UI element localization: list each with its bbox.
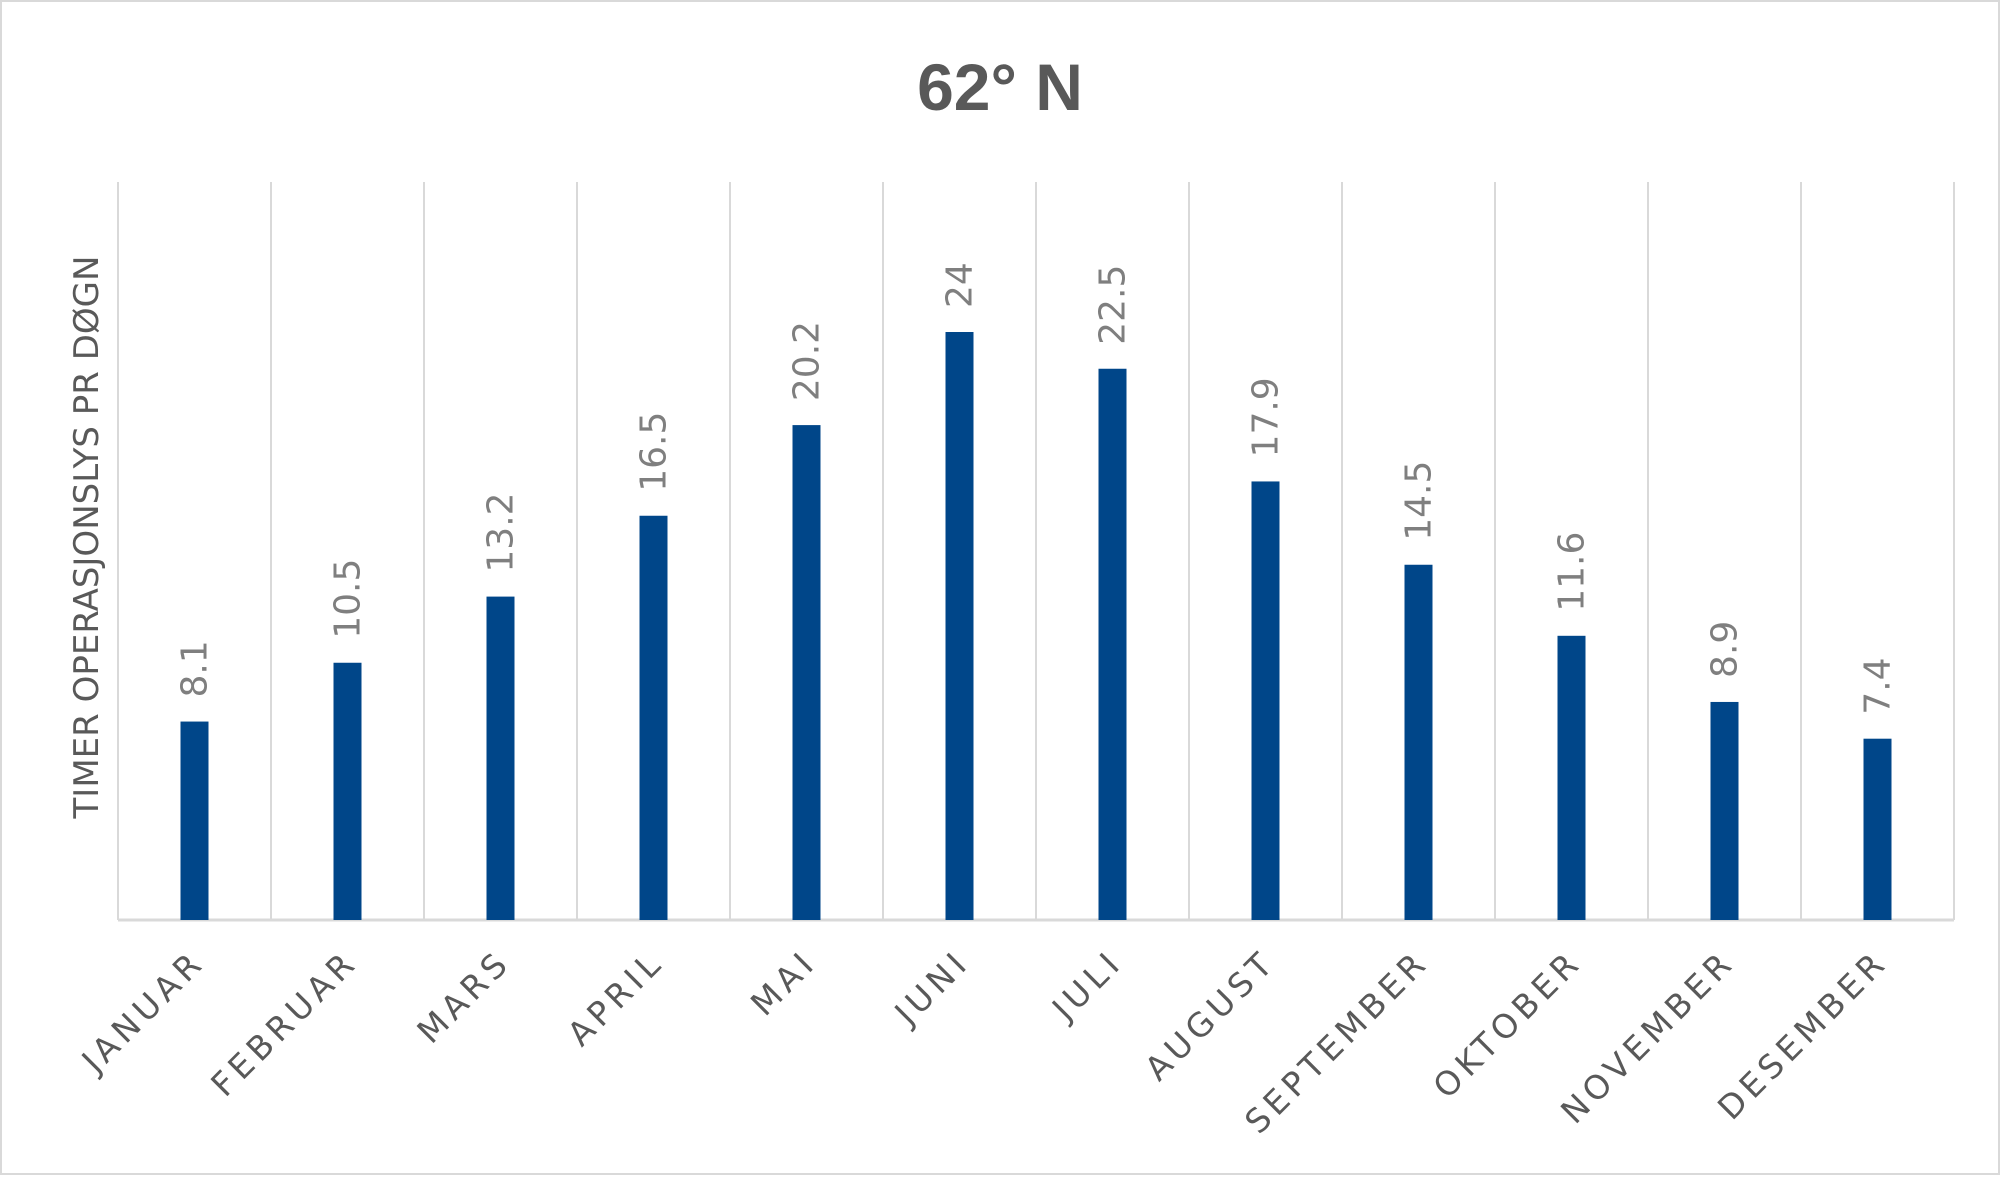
data-label: 13.2 — [481, 492, 522, 572]
x-tick-label: MAI — [743, 942, 824, 1023]
x-tick-label: JUNI — [886, 942, 977, 1033]
chart-title: 62° N — [917, 50, 1083, 124]
bar-series — [180, 332, 1892, 920]
data-label: 8.1 — [175, 640, 216, 697]
bar — [333, 662, 362, 920]
x-tick-label: APRIL — [560, 942, 671, 1053]
data-label: 16.5 — [634, 412, 675, 492]
bar — [486, 596, 515, 920]
bar — [639, 515, 668, 920]
bar — [1404, 564, 1433, 920]
bar — [792, 425, 821, 920]
gridlines — [117, 182, 1955, 922]
bar — [945, 332, 974, 920]
data-label: 14.5 — [1399, 461, 1440, 541]
bar — [1710, 701, 1739, 920]
bar — [1098, 368, 1127, 920]
data-label: 17.9 — [1246, 377, 1287, 457]
x-tick-label: MARS — [409, 942, 518, 1051]
data-label: 24 — [940, 262, 981, 308]
x-tick-label: FEBRUAR — [203, 942, 365, 1104]
x-tick-label: JULI — [1043, 942, 1130, 1029]
bar — [1863, 738, 1892, 920]
data-label: 11.6 — [1552, 532, 1593, 612]
x-tick-label: AUGUST — [1137, 942, 1283, 1088]
bar — [180, 721, 209, 920]
y-axis-title: TIMER OPERASJONSLYS PR DØGN — [67, 256, 107, 820]
bar — [1557, 635, 1586, 920]
data-label: 20.2 — [787, 321, 828, 401]
data-label: 7.4 — [1858, 657, 1899, 714]
data-label: 22.5 — [1093, 265, 1134, 345]
data-label: 10.5 — [328, 559, 369, 639]
x-tick-label: OKTOBER — [1425, 942, 1589, 1106]
data-label: 8.9 — [1705, 621, 1746, 678]
bar — [1251, 481, 1280, 920]
x-tick-label: JANUAR — [73, 942, 212, 1081]
data-labels: 8.1 10.5 13.2 16.5 20.2 24 22.5 17.9 14.5 11.6 8.9… — [175, 262, 1899, 715]
